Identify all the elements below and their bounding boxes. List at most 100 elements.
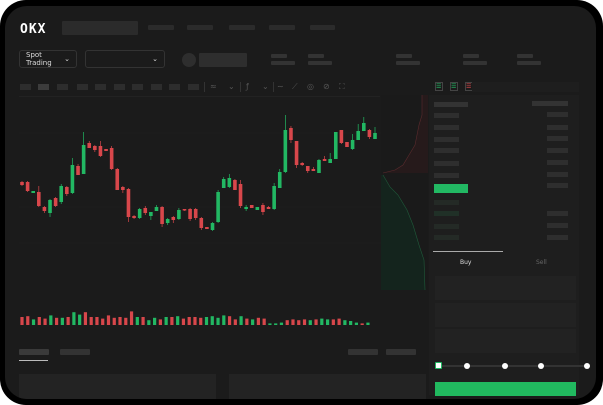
candle-body xyxy=(244,207,248,209)
bid-price xyxy=(434,211,459,216)
slider-step[interactable] xyxy=(538,363,544,369)
volume-bar xyxy=(349,321,353,325)
volume-bar xyxy=(285,320,289,325)
slider-step[interactable] xyxy=(584,363,590,369)
timeframe-button[interactable] xyxy=(57,84,68,90)
stat-label xyxy=(271,54,287,58)
depth-bids-area xyxy=(381,175,425,290)
bid-amount xyxy=(547,223,568,228)
timeframe-button[interactable] xyxy=(20,84,31,90)
chevron-down-icon: ⌄ xyxy=(152,55,158,63)
timeframe-button[interactable] xyxy=(77,84,88,90)
volume-bar xyxy=(72,312,76,325)
timeframe-button[interactable] xyxy=(38,84,49,90)
volume-bar xyxy=(343,320,347,325)
candle-body xyxy=(283,130,288,172)
candle-body xyxy=(25,182,30,191)
filter-button[interactable] xyxy=(348,349,378,355)
candle-body xyxy=(210,223,215,230)
volume-bar xyxy=(95,317,99,325)
volume-bar xyxy=(204,317,209,325)
volume-bar xyxy=(222,315,226,325)
amount-slider-track[interactable] xyxy=(438,365,588,367)
candle-body xyxy=(154,207,159,211)
tab-open-orders[interactable] xyxy=(19,349,49,355)
total-input[interactable] xyxy=(435,329,576,353)
candle-body xyxy=(188,209,192,219)
nav-item[interactable] xyxy=(229,25,255,30)
orderbook-bids-icon[interactable]: ☰ xyxy=(450,82,458,91)
timeframe-button[interactable] xyxy=(188,84,199,90)
candlestick-chart[interactable] xyxy=(5,6,596,399)
volume-bar xyxy=(83,312,88,325)
okx-logo[interactable]: OKX xyxy=(20,22,47,37)
orderbook-header-amount xyxy=(532,101,568,106)
timeframe-button[interactable] xyxy=(151,84,162,90)
tab-order-history[interactable] xyxy=(60,349,90,355)
ask-price xyxy=(434,125,459,130)
volume-bar xyxy=(302,319,307,325)
candle-body xyxy=(115,169,120,190)
volume-bar xyxy=(354,322,359,325)
volume-bar xyxy=(320,318,324,325)
settings-icon[interactable]: ⊘ xyxy=(323,82,330,91)
filter-button[interactable] xyxy=(386,349,416,355)
volume-bar xyxy=(325,319,330,325)
slider-handle[interactable] xyxy=(435,362,442,369)
volume-bar xyxy=(314,319,318,325)
assets-panel xyxy=(229,374,426,399)
nav-item[interactable] xyxy=(269,25,295,30)
nav-item[interactable] xyxy=(310,25,335,30)
price-input[interactable] xyxy=(435,276,576,300)
candle-body xyxy=(199,218,204,228)
nav-item[interactable] xyxy=(148,25,174,30)
candle-body xyxy=(328,159,332,163)
slider-step[interactable] xyxy=(502,363,508,369)
buy-submit-button[interactable] xyxy=(435,382,576,396)
chevron-down-icon[interactable]: ⌄ xyxy=(228,82,235,91)
ruler-icon[interactable]: ⟋ xyxy=(292,82,298,91)
amount-input[interactable] xyxy=(435,303,576,327)
chevron-down-icon[interactable]: ⌄ xyxy=(262,82,269,91)
candles-icon[interactable]: ≈ xyxy=(210,82,217,91)
volume-bar xyxy=(256,317,260,325)
timeframe-button[interactable] xyxy=(169,84,180,90)
line-icon[interactable]: ∼ xyxy=(277,82,284,91)
candle-body xyxy=(137,209,142,218)
volume-bar xyxy=(135,317,139,325)
candle-body xyxy=(65,187,69,194)
tab-buy[interactable]: Buy xyxy=(460,259,472,266)
candle-body xyxy=(126,189,131,217)
candle-body xyxy=(132,216,136,218)
orderbook-both-icon[interactable]: ☰ xyxy=(435,82,443,91)
ask-amount xyxy=(547,148,568,153)
nav-item[interactable] xyxy=(187,25,213,30)
volume-bar xyxy=(20,317,24,325)
fullscreen-icon[interactable]: ⛶ xyxy=(339,82,345,91)
candle-body xyxy=(31,191,36,193)
indicator-icon[interactable]: ƒ xyxy=(246,82,249,91)
timeframe-button[interactable] xyxy=(132,84,143,90)
tab-sell[interactable]: Sell xyxy=(536,259,547,266)
candle-body xyxy=(300,163,304,165)
volume-bar xyxy=(297,320,301,325)
search-bar[interactable] xyxy=(62,21,138,35)
volume-bar xyxy=(239,316,243,325)
candle-body xyxy=(238,184,243,206)
tab-underline xyxy=(19,360,48,361)
volume-bar xyxy=(112,317,116,325)
ask-amount xyxy=(547,136,568,141)
volume-bar xyxy=(153,317,157,325)
timeframe-button[interactable] xyxy=(114,84,125,90)
candle-body xyxy=(165,219,170,223)
timeframe-button[interactable] xyxy=(95,84,106,90)
orderbook-header xyxy=(472,82,579,92)
stat-label xyxy=(517,54,533,58)
camera-icon[interactable]: ◎ xyxy=(307,82,314,91)
spot-trading-dropdown[interactable]: Spot Trading ⌄ xyxy=(19,50,77,68)
pair-dropdown[interactable]: ⌄ xyxy=(85,50,165,68)
slider-step[interactable] xyxy=(464,363,470,369)
volume-bar xyxy=(274,323,278,325)
stat-value xyxy=(517,61,541,65)
